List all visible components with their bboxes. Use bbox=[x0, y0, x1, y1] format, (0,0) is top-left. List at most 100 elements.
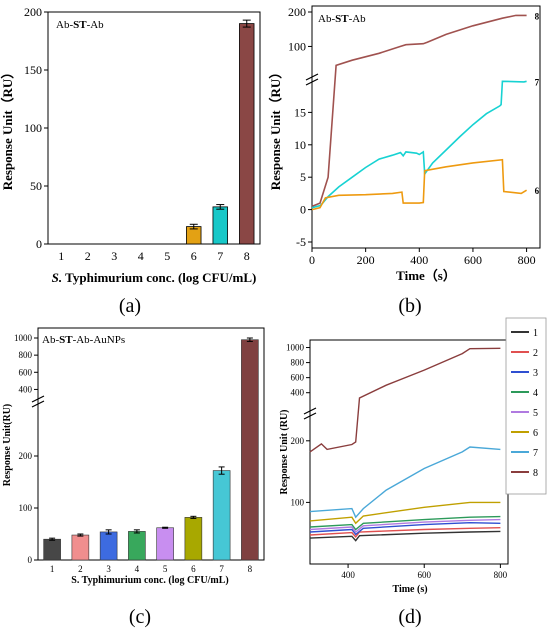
x-tick-label: 2 bbox=[78, 564, 83, 574]
series-line-8 bbox=[309, 347, 501, 453]
panel-a-y-axis-title: Response Unit（RU） bbox=[0, 66, 15, 191]
x-tick-label: 6 bbox=[191, 564, 196, 574]
y-tick-label: 10 bbox=[294, 138, 306, 152]
y-tick-label: 1000 bbox=[14, 333, 33, 343]
legend-label-3: 3 bbox=[533, 368, 538, 379]
series-label-7: 7 bbox=[535, 77, 540, 87]
series-line-3 bbox=[309, 521, 501, 536]
bar bbox=[212, 206, 228, 245]
panel-d-legend: 1 2 3 4 5 6 7 8 bbox=[505, 317, 547, 495]
x-tick-label: 8 bbox=[248, 564, 253, 574]
series-label-6: 6 bbox=[535, 186, 540, 196]
x-tick-label: 200 bbox=[357, 253, 375, 267]
y-tick-label: 1000 bbox=[286, 343, 305, 353]
x-tick-label: 3 bbox=[111, 249, 117, 263]
series-line-6 bbox=[311, 158, 528, 211]
x-tick-label: 4 bbox=[138, 249, 144, 263]
panel-b-axis-break bbox=[305, 73, 319, 81]
y-tick-label: 200 bbox=[19, 451, 33, 461]
panel-b-plot-frame bbox=[311, 5, 541, 249]
x-tick-label: 8 bbox=[244, 249, 250, 263]
y-tick-label: 400 bbox=[19, 384, 33, 394]
y-tick-label: 400 bbox=[291, 388, 305, 398]
panel-c-axis-break bbox=[31, 395, 45, 403]
y-tick-label: 800 bbox=[291, 358, 305, 368]
x-tick-label: 3 bbox=[106, 564, 111, 574]
panel-d-line-chart: 100 200 400 600 800 1000 400 600 800 1 2 3 4 5 6 7 8 R… bbox=[279, 317, 547, 628]
series-line-5 bbox=[309, 518, 501, 534]
bar bbox=[184, 517, 203, 561]
panel-d-axis-break bbox=[303, 407, 317, 415]
y-tick-label: 0 bbox=[300, 203, 306, 217]
x-tick-label: 400 bbox=[341, 570, 355, 580]
bar bbox=[43, 538, 61, 561]
x-tick-label: 7 bbox=[219, 564, 224, 574]
y-tick-label: 200 bbox=[24, 5, 42, 19]
panel-d-legend-box bbox=[505, 317, 547, 495]
y-tick-label: 200 bbox=[288, 5, 306, 19]
y-tick-label: 15 bbox=[294, 105, 306, 119]
y-tick-label: 5 bbox=[300, 170, 306, 184]
panel-a-bar-chart: Ab-ST-Ab 0 50 100 150 200 1 2 3 4 5 6 7 8 Response … bbox=[0, 5, 261, 317]
x-tick-label: 600 bbox=[417, 570, 431, 580]
series-label-8: 8 bbox=[535, 11, 540, 21]
series-line-7 bbox=[309, 446, 501, 519]
legend-label-4: 4 bbox=[533, 388, 538, 399]
x-tick-label: 0 bbox=[309, 253, 315, 267]
series-line-1 bbox=[309, 530, 501, 542]
y-tick-label: 0 bbox=[28, 555, 33, 565]
legend-label-7: 7 bbox=[533, 448, 538, 459]
legend-label-8: 8 bbox=[533, 468, 538, 479]
series-line-4 bbox=[309, 515, 501, 531]
bar bbox=[99, 531, 118, 561]
series-line-6 bbox=[309, 501, 501, 525]
panel-b-y-axis-title: Response Unit（RU） bbox=[268, 66, 283, 191]
x-tick-label: 400 bbox=[410, 253, 428, 267]
panel-c-y-axis-title: Response Unit(RU) bbox=[2, 404, 13, 487]
panel-a-label: (a) bbox=[119, 295, 141, 317]
legend-label-2: 2 bbox=[533, 348, 538, 359]
bar bbox=[156, 527, 174, 561]
panel-d-y-axis-title: Response Unit (RU) bbox=[279, 410, 290, 495]
panel-b-label: (b) bbox=[398, 295, 421, 317]
bar bbox=[71, 534, 90, 561]
y-tick-label: 50 bbox=[30, 179, 42, 193]
panel-c-plot-frame bbox=[37, 327, 265, 561]
panel-a-inset-label: Ab-ST-Ab bbox=[56, 19, 104, 31]
legend-label-6: 6 bbox=[533, 428, 538, 439]
panel-d-axis-break bbox=[303, 412, 317, 420]
x-tick-label: 800 bbox=[494, 570, 508, 580]
y-tick-label: 200 bbox=[291, 436, 305, 446]
series-line-8 bbox=[311, 14, 527, 208]
panel-b-axis-break bbox=[305, 78, 319, 86]
series-line-7 bbox=[311, 80, 527, 209]
x-tick-label: 800 bbox=[518, 253, 536, 267]
y-tick-label: 600 bbox=[19, 367, 33, 377]
y-tick-label: 800 bbox=[19, 350, 33, 360]
x-tick-label: 600 bbox=[464, 253, 482, 267]
x-tick-label: 2 bbox=[85, 249, 91, 263]
y-tick-label: 0 bbox=[36, 237, 42, 251]
x-tick-label: 1 bbox=[58, 249, 64, 263]
panel-c-label: (c) bbox=[129, 606, 151, 628]
x-tick-label: 6 bbox=[191, 249, 197, 263]
legend-label-1: 1 bbox=[533, 328, 538, 339]
bar bbox=[239, 23, 255, 245]
y-tick-label: 100 bbox=[291, 497, 305, 507]
panel-c-x-axis-title: S. Typhimurium conc. (log CFU/mL) bbox=[71, 575, 228, 586]
bar bbox=[212, 470, 231, 561]
bar bbox=[241, 339, 259, 561]
panel-c-axis-break bbox=[31, 400, 45, 408]
panel-d-label: (d) bbox=[398, 606, 421, 628]
bar bbox=[128, 531, 146, 561]
panel-c-bar-chart: Ab-ST-Ab-AuNPs 0 100 200 400 600 800 1000 1 2 3 4… bbox=[2, 327, 265, 628]
y-tick-label: 600 bbox=[291, 373, 305, 383]
panel-a-plot-frame bbox=[47, 11, 261, 245]
panel-b-x-axis-title: Time（s） bbox=[396, 268, 456, 283]
y-tick-label: 100 bbox=[19, 503, 33, 513]
x-tick-label: 4 bbox=[135, 564, 140, 574]
x-tick-label: 5 bbox=[163, 564, 168, 574]
panel-a-x-axis-title: S. Typhimurium conc. (log CFU/mL) bbox=[52, 270, 257, 285]
